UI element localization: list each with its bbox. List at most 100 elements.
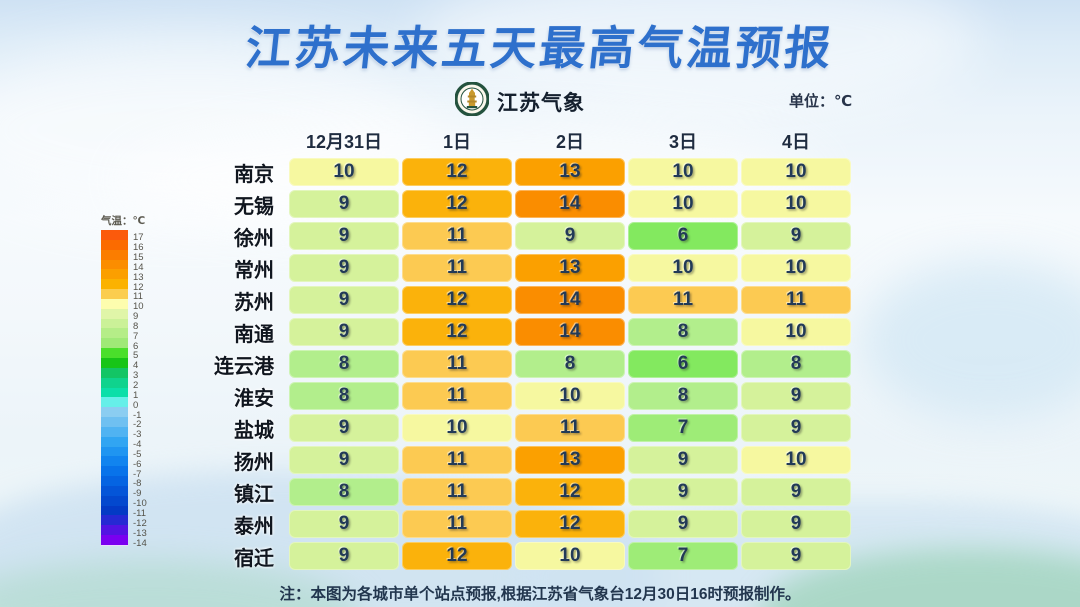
temp-cell: 13 xyxy=(515,254,625,282)
temp-cell: 12 xyxy=(402,318,512,346)
temp-cell: 8 xyxy=(628,382,738,410)
temp-cell: 9 xyxy=(741,542,851,570)
city-label: 镇江 xyxy=(234,483,274,506)
temp-cell: 10 xyxy=(741,158,851,186)
legend-value: -8 xyxy=(133,478,142,490)
temp-cell: 10 xyxy=(402,414,512,442)
temp-cell: 9 xyxy=(628,446,738,474)
date-header: 4日 xyxy=(781,132,810,152)
legend-value: 11 xyxy=(133,291,143,303)
legend-value: -14 xyxy=(133,537,147,549)
temp-cell: 9 xyxy=(741,478,851,506)
city-label: 苏州 xyxy=(234,291,274,314)
temp-cell: 9 xyxy=(289,414,399,442)
city-label: 扬州 xyxy=(234,451,274,474)
temp-cell: 12 xyxy=(402,542,512,570)
date-header: 12月31日 xyxy=(305,132,383,152)
temp-cell: 11 xyxy=(402,222,512,250)
city-label: 无锡 xyxy=(234,195,274,218)
temp-cell: 12 xyxy=(515,478,625,506)
temp-cell: 9 xyxy=(289,190,399,218)
temp-cell: 9 xyxy=(741,510,851,538)
temp-cell: 11 xyxy=(402,446,512,474)
city-label: 常州 xyxy=(234,259,274,282)
temp-cell: 10 xyxy=(741,446,851,474)
temp-cell: 11 xyxy=(515,414,625,442)
temp-cell: 9 xyxy=(289,446,399,474)
legend-title: 气温：℃ xyxy=(101,215,146,227)
temp-cell: 9 xyxy=(289,286,399,314)
legend-value: 16 xyxy=(133,242,144,254)
city-label: 盐城 xyxy=(234,419,274,442)
city-label: 南通 xyxy=(234,323,274,346)
temp-cell: 11 xyxy=(402,254,512,282)
temp-cell: 10 xyxy=(289,158,399,186)
temp-cell: 8 xyxy=(515,350,625,378)
temp-cell: 9 xyxy=(628,510,738,538)
temp-cell: 7 xyxy=(628,542,738,570)
temp-cell: 10 xyxy=(741,190,851,218)
date-header: 3日 xyxy=(668,132,697,152)
temp-cell: 9 xyxy=(289,222,399,250)
temp-cell: 13 xyxy=(515,158,625,186)
temp-cell: 8 xyxy=(628,318,738,346)
temperature-legend: 气温：℃ 17 16 15 14 13 12 11 10 9 8 7 6 5 4 3 2 1 0 -1 -2 -3 -4-… xyxy=(101,213,161,549)
legend-value: -13 xyxy=(133,527,147,539)
legend-value: 10 xyxy=(133,301,144,313)
temp-cell: 14 xyxy=(515,318,625,346)
temp-cell: 10 xyxy=(628,158,738,186)
temp-cell: 9 xyxy=(289,510,399,538)
temp-cell: 11 xyxy=(402,510,512,538)
legend-value: -3 xyxy=(133,429,142,441)
temp-cell: 12 xyxy=(515,510,625,538)
temp-cell: 9 xyxy=(289,318,399,346)
legend-value: -4 xyxy=(133,439,142,451)
temp-cell: 8 xyxy=(289,350,399,378)
temp-cell: 10 xyxy=(628,190,738,218)
temp-cell: 6 xyxy=(628,350,738,378)
legend-value: -6 xyxy=(133,458,142,470)
temp-cell: 11 xyxy=(402,478,512,506)
legend-value: 14 xyxy=(133,261,144,273)
legend-value: 9 xyxy=(133,311,139,323)
temp-cell: 8 xyxy=(289,382,399,410)
city-label: 宿迁 xyxy=(234,547,274,570)
forecast-table: 12月31日 1日 2日 3日 4日 南京 10 12 13 10 10 无锡 9 12 14 10 10 徐州 9… xyxy=(183,128,851,570)
city-label: 南京 xyxy=(234,163,274,186)
legend-value: 1 xyxy=(133,389,139,401)
temp-cell: 8 xyxy=(741,350,851,378)
temp-cell: 9 xyxy=(289,254,399,282)
legend-value: -9 xyxy=(133,488,142,500)
temp-cell: 12 xyxy=(402,286,512,314)
temp-cell: 10 xyxy=(741,254,851,282)
legend-value: -1 xyxy=(133,409,142,421)
logo-text: 江苏气象 xyxy=(497,91,585,115)
legend-value: -12 xyxy=(133,517,147,529)
city-label: 泰州 xyxy=(234,515,274,538)
legend-value: -10 xyxy=(133,498,147,510)
temp-cell: 9 xyxy=(741,222,851,250)
unit-label: 单位：℃ xyxy=(789,93,853,110)
temp-cell: 13 xyxy=(515,446,625,474)
temp-cell: 9 xyxy=(289,542,399,570)
legend-value: -5 xyxy=(133,448,142,460)
temp-cell: 11 xyxy=(402,382,512,410)
legend-value: 3 xyxy=(133,370,139,382)
legend-value: -7 xyxy=(133,468,142,480)
bg-blue-wash xyxy=(860,260,1080,420)
temp-cell: 11 xyxy=(628,286,738,314)
page-title: 江苏未来五天最高气温预报 xyxy=(242,22,837,74)
legend-value: 17 xyxy=(133,232,144,244)
temp-cell: 11 xyxy=(741,286,851,314)
temp-cell: 14 xyxy=(515,286,625,314)
temp-cell: 14 xyxy=(515,190,625,218)
temp-cell: 11 xyxy=(402,350,512,378)
legend-value: 6 xyxy=(133,340,139,352)
temp-cell: 8 xyxy=(289,478,399,506)
city-label: 徐州 xyxy=(234,227,274,250)
legend-value: 15 xyxy=(133,252,144,264)
temp-cell: 10 xyxy=(515,382,625,410)
jiangsu-meteorology-logo: 江苏气象 xyxy=(454,81,585,121)
date-header: 2日 xyxy=(555,132,584,152)
city-label: 连云港 xyxy=(214,355,274,378)
